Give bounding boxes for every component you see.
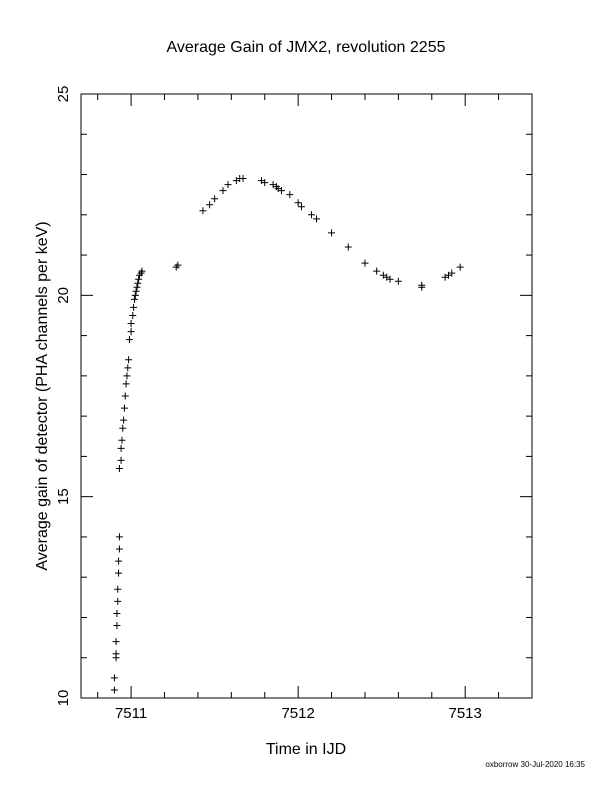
data-point: [110, 686, 118, 694]
data-point: [373, 267, 381, 275]
data-point: [115, 533, 123, 541]
plot-frame: [80, 93, 533, 699]
y-tick-label: 10: [55, 690, 72, 707]
data-point: [127, 328, 135, 336]
data-point: [121, 392, 129, 400]
data-point: [328, 229, 336, 237]
data-point: [130, 303, 138, 311]
footer-stamp: oxborrow 30-Jul-2020 16:35: [485, 760, 585, 769]
data-point: [114, 585, 122, 593]
chart-title: Average Gain of JMX2, revolution 2255: [167, 39, 446, 56]
data-point: [448, 269, 456, 277]
y-tick-label: 15: [55, 488, 72, 505]
data-point: [124, 364, 132, 372]
data-points: [110, 175, 464, 694]
data-point: [112, 638, 120, 646]
data-point: [224, 181, 232, 189]
data-point: [115, 545, 123, 553]
data-point: [110, 674, 118, 682]
data-point: [117, 456, 125, 464]
data-point: [115, 557, 123, 565]
data-point: [308, 211, 316, 219]
data-point: [123, 372, 131, 380]
data-point: [199, 207, 207, 215]
tick-labels: 7511 7512 7513 10 15 20 25: [55, 86, 482, 722]
data-point: [286, 191, 294, 199]
data-point: [138, 267, 146, 275]
data-point: [277, 187, 285, 195]
data-point: [129, 311, 137, 319]
data-point: [174, 261, 182, 269]
data-point: [211, 195, 219, 203]
data-point: [294, 199, 302, 207]
data-point: [119, 424, 127, 432]
x-tick-label: 7511: [115, 705, 147, 722]
data-point: [131, 291, 139, 299]
y-axis-label: Average gain of detector (PHA channels p…: [34, 221, 51, 570]
data-point: [344, 243, 352, 251]
data-point: [113, 622, 121, 630]
data-point: [120, 404, 128, 412]
data-point: [125, 356, 133, 364]
data-point: [130, 295, 138, 303]
data-point: [361, 259, 369, 267]
x-axis-label: Time in IJD: [266, 741, 346, 758]
data-point: [313, 215, 321, 223]
data-point: [127, 320, 135, 328]
data-point: [418, 281, 426, 289]
data-point: [297, 203, 305, 211]
data-point: [114, 597, 122, 605]
data-point: [112, 650, 120, 658]
data-point: [219, 187, 227, 195]
data-point: [125, 336, 133, 344]
data-point: [239, 175, 247, 183]
y-tick-label: 25: [55, 86, 72, 103]
data-point: [261, 179, 269, 187]
data-point: [394, 277, 402, 285]
x-tick-label: 7513: [448, 705, 481, 722]
data-point: [206, 201, 214, 209]
axis-ticks: [81, 93, 533, 699]
data-point: [118, 436, 126, 444]
y-tick-label: 20: [55, 287, 72, 304]
data-point: [115, 464, 123, 472]
data-point: [115, 569, 123, 577]
data-point: [386, 275, 394, 283]
data-point: [132, 287, 140, 295]
data-point: [134, 279, 142, 287]
data-point: [456, 263, 464, 271]
data-point: [122, 380, 130, 388]
data-point: [117, 444, 125, 452]
data-point: [135, 275, 143, 283]
x-tick-label: 7512: [281, 705, 314, 722]
data-point: [133, 283, 141, 291]
data-point: [113, 609, 121, 617]
data-point: [120, 416, 128, 424]
